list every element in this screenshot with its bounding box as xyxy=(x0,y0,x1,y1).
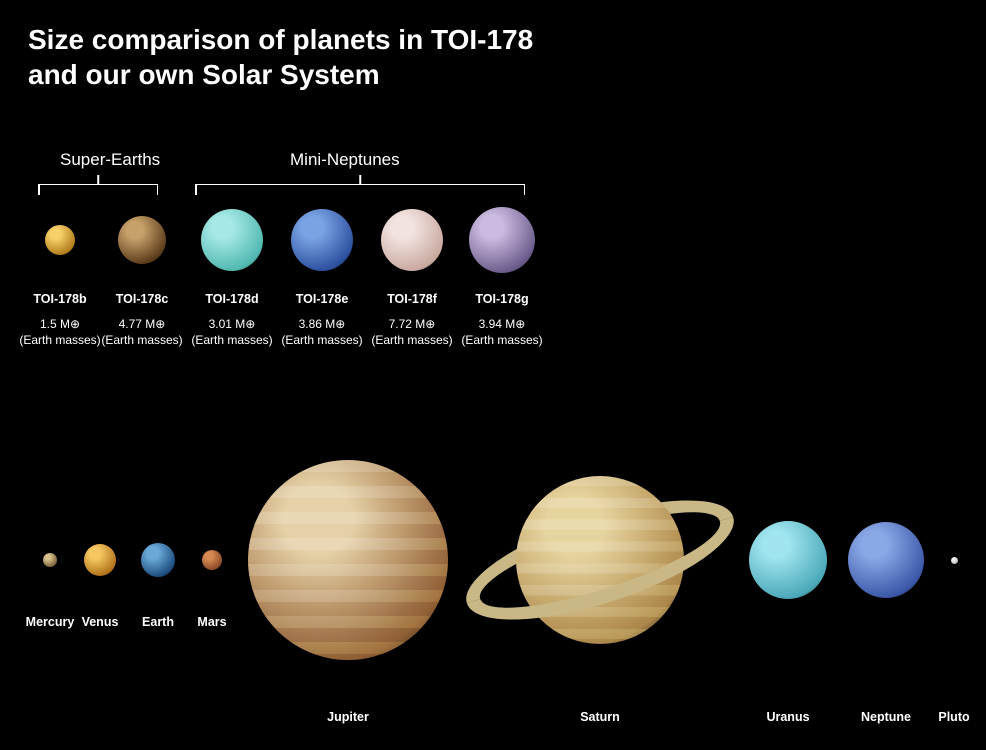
solar-planet-name: Mercury xyxy=(26,615,75,629)
solar-planet xyxy=(248,460,448,660)
solar-planet-name: Venus xyxy=(82,615,119,629)
toi-planet-name: TOI-178g xyxy=(475,292,528,306)
toi-planet xyxy=(118,216,166,264)
toi-planet xyxy=(291,209,353,271)
solar-planet-name: Jupiter xyxy=(327,710,369,724)
solar-planet-name: Earth xyxy=(142,615,174,629)
toi-planet-name: TOI-178d xyxy=(205,292,258,306)
infographic-title: Size comparison of planets in TOI-178and… xyxy=(28,22,533,92)
toi-planet xyxy=(45,225,75,255)
category-label: Mini-Neptunes xyxy=(290,150,400,170)
toi-planet-name: TOI-178e xyxy=(296,292,349,306)
toi-planet-mass: 4.77 M⊕(Earth masses) xyxy=(101,316,182,348)
solar-planet-name: Pluto xyxy=(938,710,969,724)
solar-planet xyxy=(43,553,57,567)
solar-planet xyxy=(202,550,222,570)
toi-planet-name: TOI-178c xyxy=(116,292,169,306)
solar-planet-name: Mars xyxy=(197,615,226,629)
toi-planet-mass: 1.5 M⊕(Earth masses) xyxy=(19,316,100,348)
category-bracket xyxy=(38,184,158,185)
toi-planet-mass: 3.94 M⊕(Earth masses) xyxy=(461,316,542,348)
category-bracket xyxy=(195,184,525,185)
toi-planet xyxy=(381,209,443,271)
solar-planet-name: Neptune xyxy=(861,710,911,724)
toi-planet-mass: 7.72 M⊕(Earth masses) xyxy=(371,316,452,348)
solar-planet xyxy=(141,543,175,577)
solar-planet xyxy=(84,544,116,576)
toi-planet-name: TOI-178b xyxy=(33,292,86,306)
toi-planet xyxy=(201,209,263,271)
toi-planet xyxy=(469,207,535,273)
solar-planet xyxy=(848,522,924,598)
toi-planet-mass: 3.86 M⊕(Earth masses) xyxy=(281,316,362,348)
toi-planet-name: TOI-178f xyxy=(387,292,437,306)
solar-planet-name: Uranus xyxy=(766,710,809,724)
toi-planet-mass: 3.01 M⊕(Earth masses) xyxy=(191,316,272,348)
solar-planet-name: Saturn xyxy=(580,710,620,724)
solar-planet xyxy=(951,557,958,564)
solar-planet xyxy=(516,476,684,644)
solar-planet xyxy=(749,521,827,599)
category-label: Super-Earths xyxy=(60,150,160,170)
